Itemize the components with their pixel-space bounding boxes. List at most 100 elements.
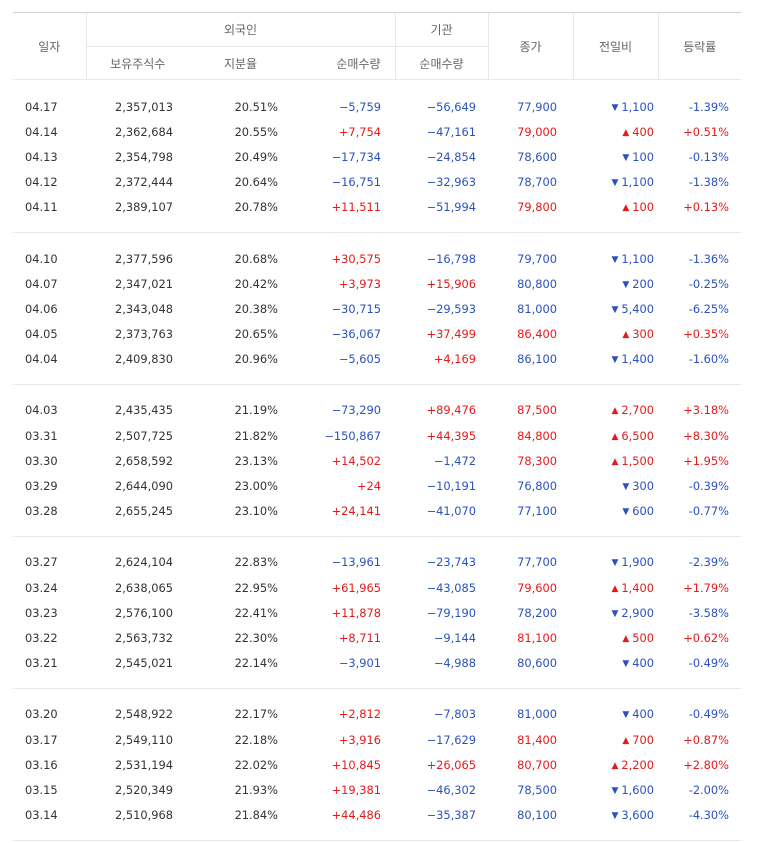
change-value: 3,600 xyxy=(621,808,654,823)
down-triangle-icon: ▼ xyxy=(611,304,619,315)
cell-change: ▼ 1,900 xyxy=(573,550,658,575)
cell-rate: -0.39% xyxy=(688,479,729,494)
change-value: 6,500 xyxy=(621,428,654,443)
cell-holdings: 2,624,104 xyxy=(115,555,173,570)
cell-holdings: 2,377,596 xyxy=(115,251,173,266)
cell-close: 87,500 xyxy=(517,403,557,418)
cell-ownership: 21.84% xyxy=(234,808,278,823)
group-spacer xyxy=(13,536,741,550)
cell-close: 77,700 xyxy=(517,555,557,570)
cell-inst-net: −23,743 xyxy=(426,555,476,570)
cell-ownership: 23.10% xyxy=(234,504,278,519)
up-triangle-icon: ▲ xyxy=(622,735,630,746)
cell-rate: +0.51% xyxy=(683,124,729,139)
header-ownership: 지분율 xyxy=(189,46,292,80)
change-value: 700 xyxy=(632,732,654,747)
cell-close: 86,100 xyxy=(517,352,557,367)
cell-holdings: 2,655,245 xyxy=(115,504,173,519)
change-value: 1,100 xyxy=(621,99,654,114)
table-row: 03.14 2,510,968 21.84% +44,486 −35,387 80,100… xyxy=(13,803,741,828)
change-value: 500 xyxy=(632,630,654,645)
group-divider xyxy=(13,523,741,537)
cell-ownership: 22.17% xyxy=(234,707,278,722)
cell-ownership: 20.42% xyxy=(234,276,278,291)
cell-inst-net: −47,161 xyxy=(426,124,476,139)
cell-change: ▼ 400 xyxy=(573,702,658,727)
cell-close: 81,000 xyxy=(517,707,557,722)
table-row: 03.30 2,658,592 23.13% +14,502 −1,472 78,300 ▲… xyxy=(13,448,741,473)
change-value: 400 xyxy=(632,124,654,139)
change-value: 100 xyxy=(632,149,654,164)
cell-foreign-net: +44,486 xyxy=(331,808,381,823)
up-triangle-icon: ▲ xyxy=(622,203,630,214)
cell-change: ▲ 500 xyxy=(573,625,658,650)
cell-ownership: 22.14% xyxy=(234,656,278,671)
change-value: 1,400 xyxy=(621,580,654,595)
down-triangle-icon: ▼ xyxy=(611,811,619,822)
up-triangle-icon: ▲ xyxy=(611,583,619,594)
cell-change: ▲ 700 xyxy=(573,727,658,752)
header-foreign-net: 순매수량 xyxy=(292,46,395,80)
cell-holdings: 2,548,922 xyxy=(115,707,173,722)
cell-foreign-net: +3,973 xyxy=(338,276,381,291)
table-row: 04.06 2,343,048 20.38% −30,715 −29,593 81,000… xyxy=(13,296,741,321)
down-triangle-icon: ▼ xyxy=(611,355,619,366)
cell-inst-net: +44,395 xyxy=(426,428,476,443)
up-triangle-icon: ▲ xyxy=(622,633,630,644)
cell-date: 03.22 xyxy=(25,630,58,645)
cell-ownership: 20.68% xyxy=(234,251,278,266)
cell-rate: -0.49% xyxy=(688,656,729,671)
cell-rate: -0.49% xyxy=(688,707,729,722)
cell-inst-net: +26,065 xyxy=(426,757,476,772)
table-row: 03.21 2,545,021 22.14% −3,901 −4,988 80,600 ▼ 4… xyxy=(13,651,741,676)
cell-ownership: 22.18% xyxy=(234,732,278,747)
header-close: 종가 xyxy=(487,13,573,80)
cell-foreign-net: −36,067 xyxy=(331,327,381,342)
cell-date: 03.28 xyxy=(25,504,58,519)
group-divider xyxy=(13,675,741,689)
cell-change: ▲ 400 xyxy=(573,119,658,144)
cell-close: 81,100 xyxy=(517,630,557,645)
cell-foreign-net: +24,141 xyxy=(331,504,381,519)
cell-change: ▼ 1,100 xyxy=(573,94,658,119)
up-triangle-icon: ▲ xyxy=(622,127,630,138)
table-row: 03.29 2,644,090 23.00% +24 −10,191 76,800 ▼ 300… xyxy=(13,473,741,498)
table-row: 03.17 2,549,110 22.18% +3,916 −17,629 81,400 ▲… xyxy=(13,727,741,752)
cell-rate: +1.95% xyxy=(683,453,729,468)
cell-holdings: 2,549,110 xyxy=(115,732,173,747)
cell-ownership: 20.38% xyxy=(234,301,278,316)
cell-holdings: 2,507,725 xyxy=(115,428,173,443)
cell-change: ▼ 3,600 xyxy=(573,803,658,828)
cell-inst-net: −24,854 xyxy=(426,149,476,164)
cell-date: 04.11 xyxy=(25,200,58,215)
cell-holdings: 2,644,090 xyxy=(115,479,173,494)
table-row: 04.11 2,389,107 20.78% +11,511 −51,994 79,800… xyxy=(13,195,741,220)
up-triangle-icon: ▲ xyxy=(611,760,619,771)
cell-holdings: 2,389,107 xyxy=(115,200,173,215)
cell-rate: -6.25% xyxy=(688,301,729,316)
cell-date: 03.27 xyxy=(25,555,58,570)
table-row: 03.20 2,548,922 22.17% +2,812 −7,803 81,000 ▼ 4… xyxy=(13,702,741,727)
cell-holdings: 2,357,013 xyxy=(115,99,173,114)
change-value: 300 xyxy=(632,479,654,494)
cell-holdings: 2,545,021 xyxy=(115,656,173,671)
cell-change: ▼ 1,100 xyxy=(573,246,658,271)
cell-holdings: 2,347,021 xyxy=(115,276,173,291)
change-value: 600 xyxy=(632,504,654,519)
cell-close: 81,400 xyxy=(517,732,557,747)
cell-ownership: 20.51% xyxy=(234,99,278,114)
cell-inst-net: −46,302 xyxy=(426,782,476,797)
cell-change: ▼ 2,900 xyxy=(573,600,658,625)
change-value: 300 xyxy=(632,327,654,342)
cell-close: 80,600 xyxy=(517,656,557,671)
cell-close: 80,800 xyxy=(517,276,557,291)
table-row: 04.04 2,409,830 20.96% −5,605 +4,169 86,100 ▼ 1… xyxy=(13,347,741,372)
cell-rate: -1.39% xyxy=(688,99,729,114)
cell-close: 79,800 xyxy=(517,200,557,215)
cell-change: ▼ 1,600 xyxy=(573,777,658,802)
cell-date: 04.10 xyxy=(25,251,58,266)
cell-inst-net: −16,798 xyxy=(426,251,476,266)
cell-inst-net: +15,906 xyxy=(426,276,476,291)
cell-date: 03.15 xyxy=(25,782,58,797)
cell-foreign-net: −5,759 xyxy=(338,99,381,114)
